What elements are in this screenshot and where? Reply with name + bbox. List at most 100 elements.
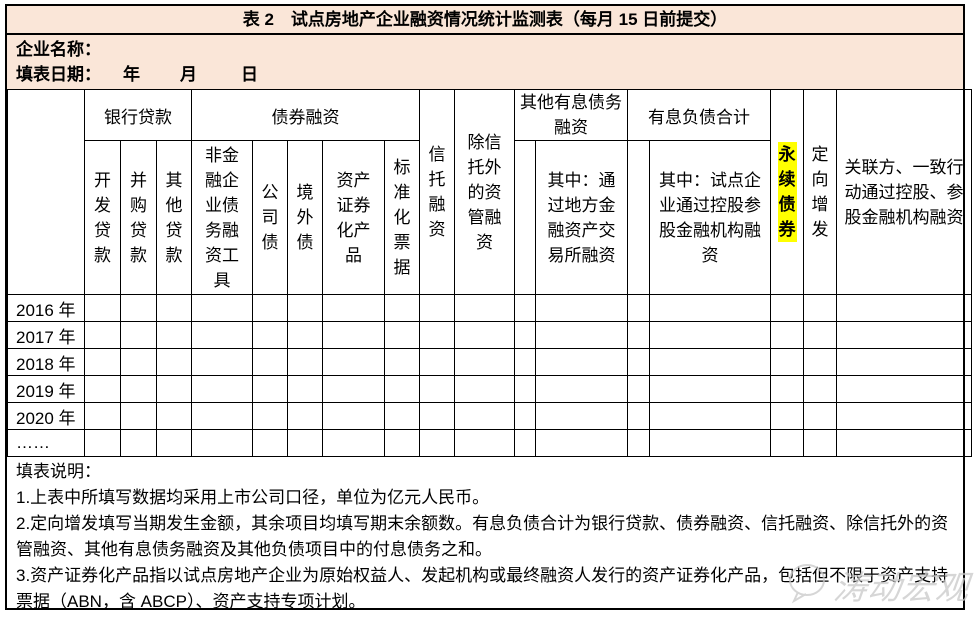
data-cell	[627, 375, 651, 403]
data-cell	[287, 429, 323, 457]
data-cell	[120, 348, 157, 376]
note-item-2: 2.定向增发填写当期发生金额，其余项目均填写期末余额数。有息负债合计为银行贷款、…	[16, 514, 949, 559]
data-cell	[535, 348, 629, 376]
data-cell	[803, 402, 838, 430]
data-cell	[454, 294, 516, 322]
col-non-trust-asset-mgmt: 除信托外的资管融资	[454, 89, 516, 295]
data-cell	[84, 402, 121, 430]
data-cell	[649, 321, 772, 349]
data-cell	[627, 429, 651, 457]
data-cell	[156, 321, 192, 349]
table-row: 2017 年	[7, 321, 973, 349]
data-cell	[514, 348, 537, 376]
data-cell	[322, 321, 385, 349]
data-cell	[383, 348, 421, 376]
year-cell: 2017 年	[7, 321, 85, 349]
data-cell	[287, 402, 323, 430]
group-bond-financing: 债券融资	[190, 89, 421, 141]
col-via-local-exchange: 其中：通过地方金融资产交易所融资	[535, 140, 629, 295]
data-cell	[454, 375, 516, 403]
data-cell	[836, 294, 973, 322]
notes-section: 填表说明： 1.上表中所填写数据均采用上市公司口径，单位为亿元人民币。 2.定向…	[7, 457, 963, 615]
data-cell	[322, 375, 385, 403]
data-cell	[514, 429, 537, 457]
data-cell	[120, 402, 157, 430]
data-cell	[836, 375, 973, 403]
data-cell	[322, 294, 385, 322]
data-cell	[770, 429, 805, 457]
data-cell	[156, 402, 192, 430]
data-cell	[156, 294, 192, 322]
data-cell	[120, 375, 157, 403]
data-cell	[191, 321, 253, 349]
year-label: 年	[123, 65, 140, 84]
data-cell	[454, 429, 516, 457]
data-cell	[252, 375, 288, 403]
data-cell	[252, 402, 288, 430]
data-cell	[419, 402, 456, 430]
data-cell	[649, 375, 772, 403]
data-cell	[514, 294, 537, 322]
note-item-3: 3.资产证券化产品指以试点房地产企业为原始权益人、发起机构或最终融资人发行的资产…	[16, 566, 949, 611]
data-cell	[535, 375, 629, 403]
data-cell	[836, 429, 973, 457]
data-cell	[514, 375, 537, 403]
data-cell	[770, 402, 805, 430]
monitoring-table: 银行贷款 债券融资 信托融资 除信托外的资管融资 其他有息债务融资 有息负债合计…	[7, 89, 973, 457]
data-cell	[156, 429, 192, 457]
data-cell	[383, 321, 421, 349]
note-item-1: 1.上表中所填写数据均采用上市公司口径，单位为亿元人民币。	[16, 488, 490, 507]
year-cell: 2018 年	[7, 348, 85, 376]
data-cell	[120, 294, 157, 322]
data-cell	[191, 429, 253, 457]
col-private-placement: 定向增发	[803, 89, 838, 295]
data-cell	[383, 375, 421, 403]
col-other-debt-blank	[514, 140, 537, 295]
report-sheet: 表 2 试点房地产企业融资情况统计监测表（每月 15 日前提交） 企业名称： 填…	[5, 4, 973, 611]
company-name-label: 企业名称：	[16, 40, 101, 59]
data-cell	[803, 375, 838, 403]
data-cell	[514, 402, 537, 430]
data-cell	[419, 375, 456, 403]
data-cell	[419, 294, 456, 322]
data-cell	[84, 429, 121, 457]
data-cell	[627, 348, 651, 376]
data-cell	[191, 294, 253, 322]
data-cell	[252, 429, 288, 457]
col-related-party: 关联方、一致行动通过控股、参股金融机构融资	[836, 89, 973, 295]
data-cell	[770, 321, 805, 349]
month-label: 月	[180, 65, 197, 84]
data-cell	[803, 294, 838, 322]
data-cell	[454, 402, 516, 430]
data-cell	[383, 294, 421, 322]
group-total-interest-liabilities: 有息负债合计	[627, 89, 772, 141]
col-offshore-bond: 境外债	[287, 140, 323, 295]
info-section: 企业名称： 填表日期： 年 月 日	[7, 35, 963, 89]
data-cell	[627, 294, 651, 322]
col-via-holding-financial: 其中：试点企业通过控股参股金融机构融资	[649, 140, 772, 295]
data-cell	[252, 321, 288, 349]
fill-date-label: 填表日期：	[16, 65, 101, 84]
data-cell	[770, 375, 805, 403]
data-cell	[454, 348, 516, 376]
data-cell	[627, 402, 651, 430]
data-cell	[535, 294, 629, 322]
data-cell	[383, 429, 421, 457]
data-cell	[770, 294, 805, 322]
fill-date-row: 填表日期： 年 月 日	[16, 62, 963, 87]
data-cell	[252, 294, 288, 322]
data-cell	[120, 321, 157, 349]
table-row: 2016 年	[7, 294, 973, 322]
data-cell	[120, 429, 157, 457]
data-cell	[514, 321, 537, 349]
col-total-liabilities-blank	[627, 140, 651, 295]
col-ma-loan: 并购贷款	[120, 140, 157, 295]
data-cell	[322, 429, 385, 457]
year-cell: 2019 年	[7, 375, 85, 403]
col-perpetual-bond: 永续债券	[770, 89, 805, 295]
data-cell	[287, 321, 323, 349]
data-cell	[535, 402, 629, 430]
day-label: 日	[241, 65, 258, 84]
data-cell	[84, 375, 121, 403]
data-cell	[649, 429, 772, 457]
